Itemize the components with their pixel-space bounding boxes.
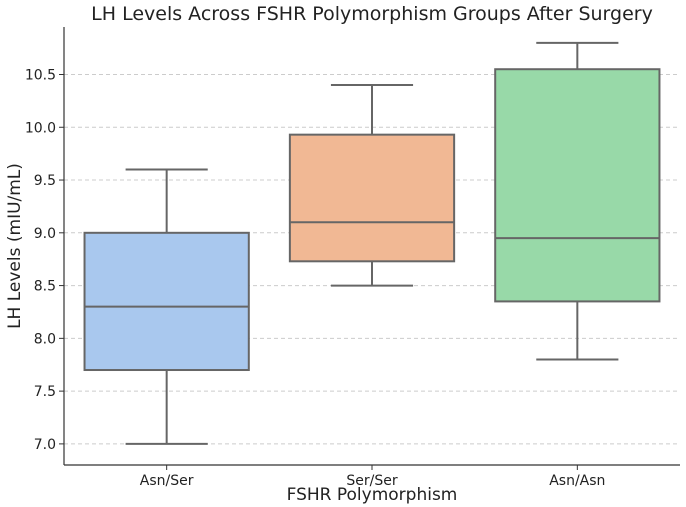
iqr-box <box>288 133 456 263</box>
x-axis-label: FSHR Polymorphism <box>287 485 458 505</box>
y-tick-label: 8.0 <box>34 331 56 347</box>
iqr-box <box>494 68 661 303</box>
y-tick-label: 10.0 <box>25 120 56 136</box>
y-tick-label: 7.5 <box>34 384 56 400</box>
y-ticks: 7.0 7.5 8.0 8.5 9.0 9.5 10.0 10.5 <box>25 67 64 453</box>
iqr-box <box>83 231 250 372</box>
box-group-0 <box>83 168 250 445</box>
x-tick-label: Asn/Asn <box>549 473 605 489</box>
y-tick-label: 8.5 <box>34 279 56 295</box>
x-tick-label: Asn/Ser <box>140 473 194 489</box>
y-tick-label: 9.0 <box>34 226 56 242</box>
chart-title: LH Levels Across FSHR Polymorphism Group… <box>91 3 653 25</box>
boxes-layer <box>83 41 661 445</box>
x-tick-label: Ser/Ser <box>346 473 397 489</box>
y-tick-label: 9.5 <box>34 173 56 189</box>
y-tick-label: 10.5 <box>25 67 56 83</box>
x-ticks: Asn/Ser Ser/Ser Asn/Asn <box>140 465 605 489</box>
y-axis-label: LH Levels (mIU/mL) <box>5 163 25 329</box>
box-group-1 <box>288 84 456 287</box>
box-group-2 <box>494 41 661 361</box>
y-tick-label: 7.0 <box>34 437 56 453</box>
